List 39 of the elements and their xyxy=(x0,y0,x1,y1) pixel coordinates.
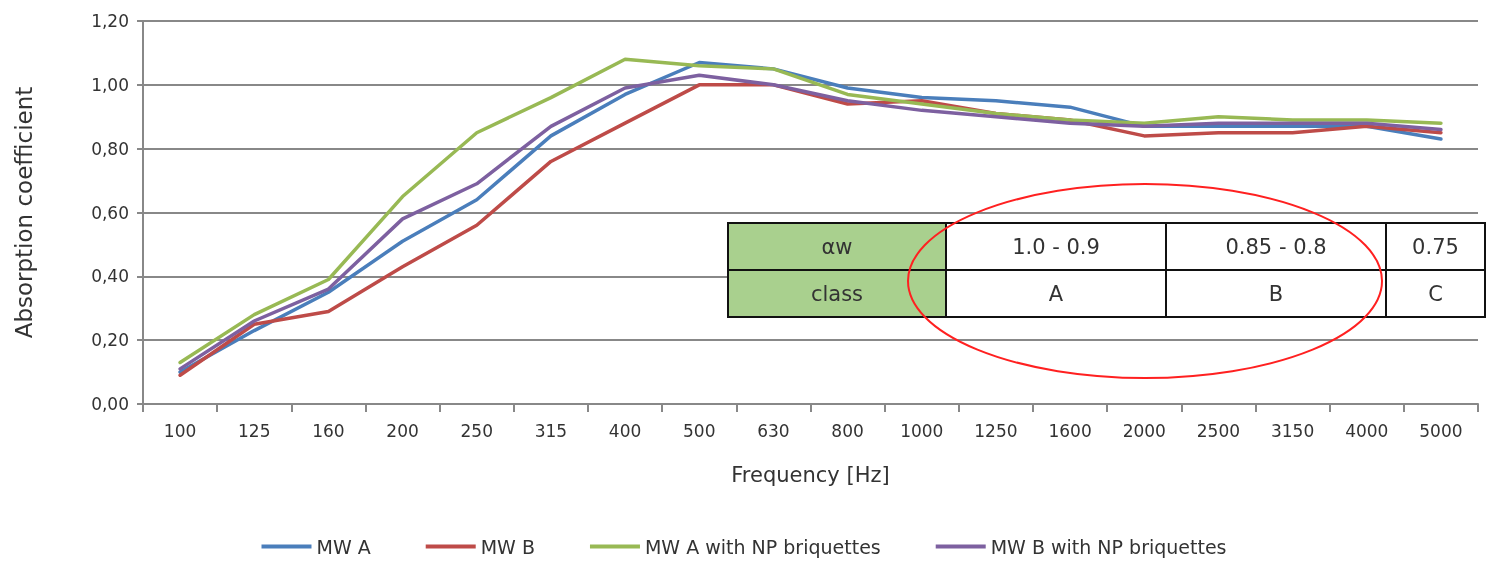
y-tick-label: 0,80 xyxy=(91,138,129,159)
x-tick-label: 500 xyxy=(683,420,716,441)
x-tick-label: 160 xyxy=(312,420,345,441)
y-tick-label: 0,60 xyxy=(91,202,129,223)
annotation: 0.85 - 0.8 xyxy=(1166,223,1386,270)
x-tick-label: 5000 xyxy=(1419,420,1463,441)
annotation: class xyxy=(728,270,946,317)
annotation: αw xyxy=(728,223,946,270)
x-tick-label: 125 xyxy=(238,420,271,441)
x-tick-label: 400 xyxy=(608,420,642,441)
legend-label: MW A with NP briquettes xyxy=(644,535,881,558)
x-tick-label: 315 xyxy=(534,420,568,441)
annotation: A xyxy=(946,270,1166,317)
x-tick-label: 4000 xyxy=(1345,420,1389,441)
annotation: 1.0 - 0.9 xyxy=(946,223,1166,270)
legend-label: MW A xyxy=(316,535,371,558)
y-tick-label: 0,40 xyxy=(91,266,129,287)
x-axis-title: Frequency [Hz] xyxy=(731,462,890,487)
legend-label: MW B xyxy=(480,535,535,558)
legend-label: MW B with NP briquettes xyxy=(990,535,1227,558)
annotation: C xyxy=(1386,270,1485,317)
y-tick-label: 0,00 xyxy=(91,394,129,414)
x-tick-label: 1250 xyxy=(974,420,1018,441)
y-tick-label: 1,00 xyxy=(91,74,129,95)
y-tick-label: 0,20 xyxy=(91,330,129,351)
annotation: 0.75 xyxy=(1386,223,1485,270)
x-tick-label: 200 xyxy=(386,420,419,441)
x-tick-label: 1600 xyxy=(1048,420,1092,441)
x-tick-label: 630 xyxy=(757,420,790,441)
x-tick-label: 1000 xyxy=(900,420,944,441)
x-tick-label: 250 xyxy=(460,420,493,441)
x-tick-label: 800 xyxy=(831,420,864,441)
y-axis-title: Absorption coefficient xyxy=(10,86,37,339)
y-tick-label: 1,20 xyxy=(91,11,129,31)
x-tick-label: 100 xyxy=(163,420,197,441)
annotation: B xyxy=(1166,270,1386,317)
x-tick-label: 2000 xyxy=(1122,420,1166,441)
x-tick-label: 2500 xyxy=(1196,420,1241,441)
x-tick-label: 3150 xyxy=(1270,420,1315,441)
